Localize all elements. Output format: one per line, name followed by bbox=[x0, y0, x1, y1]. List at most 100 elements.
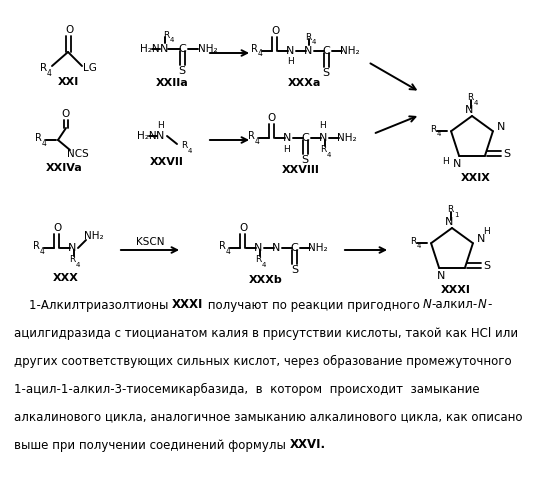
Text: XXIIa: XXIIa bbox=[155, 78, 188, 88]
Text: 4: 4 bbox=[39, 246, 44, 256]
Text: NH₂: NH₂ bbox=[84, 231, 104, 241]
Text: 4: 4 bbox=[76, 262, 80, 268]
Text: XXXI: XXXI bbox=[172, 298, 204, 312]
Text: NH₂: NH₂ bbox=[337, 133, 357, 143]
Text: H: H bbox=[320, 122, 326, 130]
Text: алкалинового цикла, аналогичное замыканию алкалинового цикла, как описано: алкалинового цикла, аналогичное замыкани… bbox=[14, 410, 522, 424]
Text: 4: 4 bbox=[47, 68, 52, 78]
Text: H: H bbox=[284, 144, 290, 154]
Text: N: N bbox=[477, 234, 485, 244]
Text: 4: 4 bbox=[474, 100, 478, 106]
Text: 1-ацил-1-алкил-3-тиосемикарбазида,  в  котором  происходит  замыкание: 1-ацил-1-алкил-3-тиосемикарбазида, в кот… bbox=[14, 382, 480, 396]
Text: NH₂: NH₂ bbox=[340, 46, 360, 56]
Text: 4: 4 bbox=[327, 152, 331, 158]
Text: O: O bbox=[239, 223, 247, 233]
Text: KSCN: KSCN bbox=[136, 237, 164, 247]
Text: R: R bbox=[430, 124, 436, 134]
Text: R: R bbox=[255, 256, 261, 264]
Text: NH₂: NH₂ bbox=[198, 44, 218, 54]
Text: N: N bbox=[286, 46, 294, 56]
Text: R: R bbox=[305, 32, 311, 42]
Text: S: S bbox=[483, 261, 491, 271]
Text: XXXa: XXXa bbox=[287, 78, 321, 88]
Text: 4: 4 bbox=[258, 50, 263, 58]
Text: других соответствующих сильных кислот, через образование промежуточного: других соответствующих сильных кислот, ч… bbox=[14, 354, 512, 368]
Text: R: R bbox=[163, 30, 169, 40]
Text: N: N bbox=[465, 105, 473, 115]
Text: 4: 4 bbox=[255, 136, 259, 145]
Text: N: N bbox=[304, 46, 312, 56]
Text: 4: 4 bbox=[437, 131, 441, 137]
Text: N: N bbox=[319, 133, 327, 143]
Text: 4: 4 bbox=[42, 138, 47, 147]
Text: XXX: XXX bbox=[53, 273, 79, 283]
Text: NCS: NCS bbox=[67, 149, 89, 159]
Text: O: O bbox=[53, 223, 61, 233]
Text: XXXI: XXXI bbox=[441, 285, 471, 295]
Text: XXVI.: XXVI. bbox=[290, 438, 326, 452]
Text: N: N bbox=[272, 243, 280, 253]
Text: NH₂: NH₂ bbox=[308, 243, 328, 253]
Text: R: R bbox=[447, 206, 453, 214]
Text: S: S bbox=[179, 66, 185, 76]
Text: R: R bbox=[69, 256, 75, 264]
Text: H₂N: H₂N bbox=[140, 44, 160, 54]
Text: XXVII: XXVII bbox=[150, 157, 184, 167]
Text: H: H bbox=[442, 158, 448, 166]
Text: N: N bbox=[283, 133, 291, 143]
Text: 4: 4 bbox=[188, 148, 192, 154]
Text: O: O bbox=[62, 109, 70, 119]
Text: XXIX: XXIX bbox=[461, 173, 491, 183]
Text: N: N bbox=[497, 122, 505, 132]
Text: 4: 4 bbox=[312, 39, 316, 45]
Text: 1: 1 bbox=[454, 212, 458, 218]
Text: R: R bbox=[410, 236, 416, 246]
Text: XXI: XXI bbox=[57, 77, 79, 87]
Text: C: C bbox=[290, 243, 298, 253]
Text: O: O bbox=[271, 26, 279, 36]
Text: R: R bbox=[248, 131, 254, 141]
Text: N: N bbox=[254, 243, 262, 253]
Text: -алкил-: -алкил- bbox=[432, 298, 478, 312]
Text: C: C bbox=[322, 46, 330, 56]
Text: R: R bbox=[320, 146, 326, 154]
Text: R: R bbox=[41, 63, 48, 73]
Text: N: N bbox=[478, 298, 487, 312]
Text: N: N bbox=[453, 159, 461, 169]
Text: C: C bbox=[178, 44, 186, 54]
Text: XXVIII: XXVIII bbox=[282, 165, 320, 175]
Text: O: O bbox=[65, 25, 73, 35]
Text: C: C bbox=[301, 133, 309, 143]
Text: N: N bbox=[160, 44, 168, 54]
Text: R: R bbox=[181, 142, 187, 150]
Text: R: R bbox=[33, 241, 39, 251]
Text: R: R bbox=[34, 133, 42, 143]
Text: R: R bbox=[467, 94, 473, 102]
Text: XXXb: XXXb bbox=[249, 275, 283, 285]
Text: R: R bbox=[250, 44, 258, 54]
Text: 4: 4 bbox=[417, 243, 421, 249]
Text: N: N bbox=[68, 243, 76, 253]
Text: N: N bbox=[423, 298, 432, 312]
Text: S: S bbox=[301, 155, 309, 165]
Text: S: S bbox=[291, 265, 299, 275]
Text: S: S bbox=[503, 149, 511, 159]
Text: R: R bbox=[219, 241, 225, 251]
Text: N: N bbox=[445, 217, 453, 227]
Text: 4: 4 bbox=[170, 37, 174, 43]
Text: 4: 4 bbox=[262, 262, 266, 268]
Text: H₂N: H₂N bbox=[137, 131, 157, 141]
Text: XXIVa: XXIVa bbox=[46, 163, 82, 173]
Text: H: H bbox=[157, 122, 163, 130]
Text: N: N bbox=[156, 131, 164, 141]
Text: N: N bbox=[437, 271, 445, 281]
Text: -: - bbox=[487, 298, 491, 312]
Text: выше при получении соединений формулы: выше при получении соединений формулы bbox=[14, 438, 290, 452]
Text: получают по реакции пригодного: получают по реакции пригодного bbox=[204, 298, 423, 312]
Text: O: O bbox=[268, 113, 276, 123]
Text: S: S bbox=[322, 68, 330, 78]
Text: 1-Алкилтриазолтионы: 1-Алкилтриазолтионы bbox=[14, 298, 172, 312]
Text: H: H bbox=[483, 226, 490, 235]
Text: 4: 4 bbox=[225, 246, 230, 256]
Text: LG: LG bbox=[83, 63, 97, 73]
